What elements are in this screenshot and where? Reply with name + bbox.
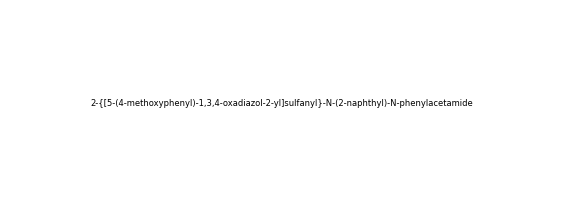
Text: 2-{[5-(4-methoxyphenyl)-1,3,4-oxadiazol-2-yl]sulfanyl}-N-(2-naphthyl)-N-phenylac: 2-{[5-(4-methoxyphenyl)-1,3,4-oxadiazol-… — [90, 98, 473, 108]
